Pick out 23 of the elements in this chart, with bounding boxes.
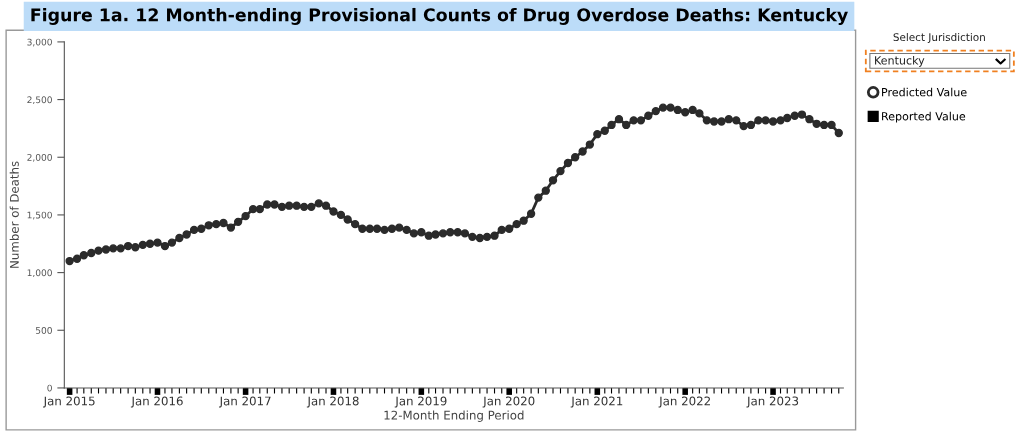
x-tick-label: Jan 2023 xyxy=(746,396,799,408)
y-tick-label: 3,000 xyxy=(27,38,52,47)
text: Select Jurisdiction xyxy=(893,32,985,43)
y-tick-label: 2,500 xyxy=(27,96,52,105)
y-tick-label: 1,500 xyxy=(27,211,52,220)
text: Kentucky xyxy=(875,55,925,67)
x-tick-label: Jan 2018 xyxy=(306,396,359,408)
y-tick-label: 2,000 xyxy=(27,153,52,162)
x-tick-label: Jan 2016 xyxy=(130,396,183,408)
x-axis-title: 12-Month Ending Period xyxy=(384,410,524,422)
x-tick-label: Jan 2019 xyxy=(394,396,447,408)
x-tick-label: Jan 2020 xyxy=(482,396,535,408)
x-tick-label: Jan 2021 xyxy=(570,396,623,408)
y-tick-label: 0 xyxy=(47,384,52,392)
x-tick-label: Jan 2017 xyxy=(218,396,271,408)
x-tick-label: Jan 2022 xyxy=(658,396,710,408)
legend-label: Predicted Value xyxy=(882,87,967,97)
chart-title: Figure 1a. 12 Month-ending Provisional Counts of Drug Overdose Deaths: Kentucky xyxy=(31,7,848,25)
y-tick-label: 500 xyxy=(35,326,52,334)
y-tick-label: 1,000 xyxy=(27,269,52,278)
x-tick-label: Jan 2015 xyxy=(43,396,95,408)
y-axis-title: Number of Deaths xyxy=(9,161,19,268)
legend-label: Reported Value xyxy=(882,111,966,123)
